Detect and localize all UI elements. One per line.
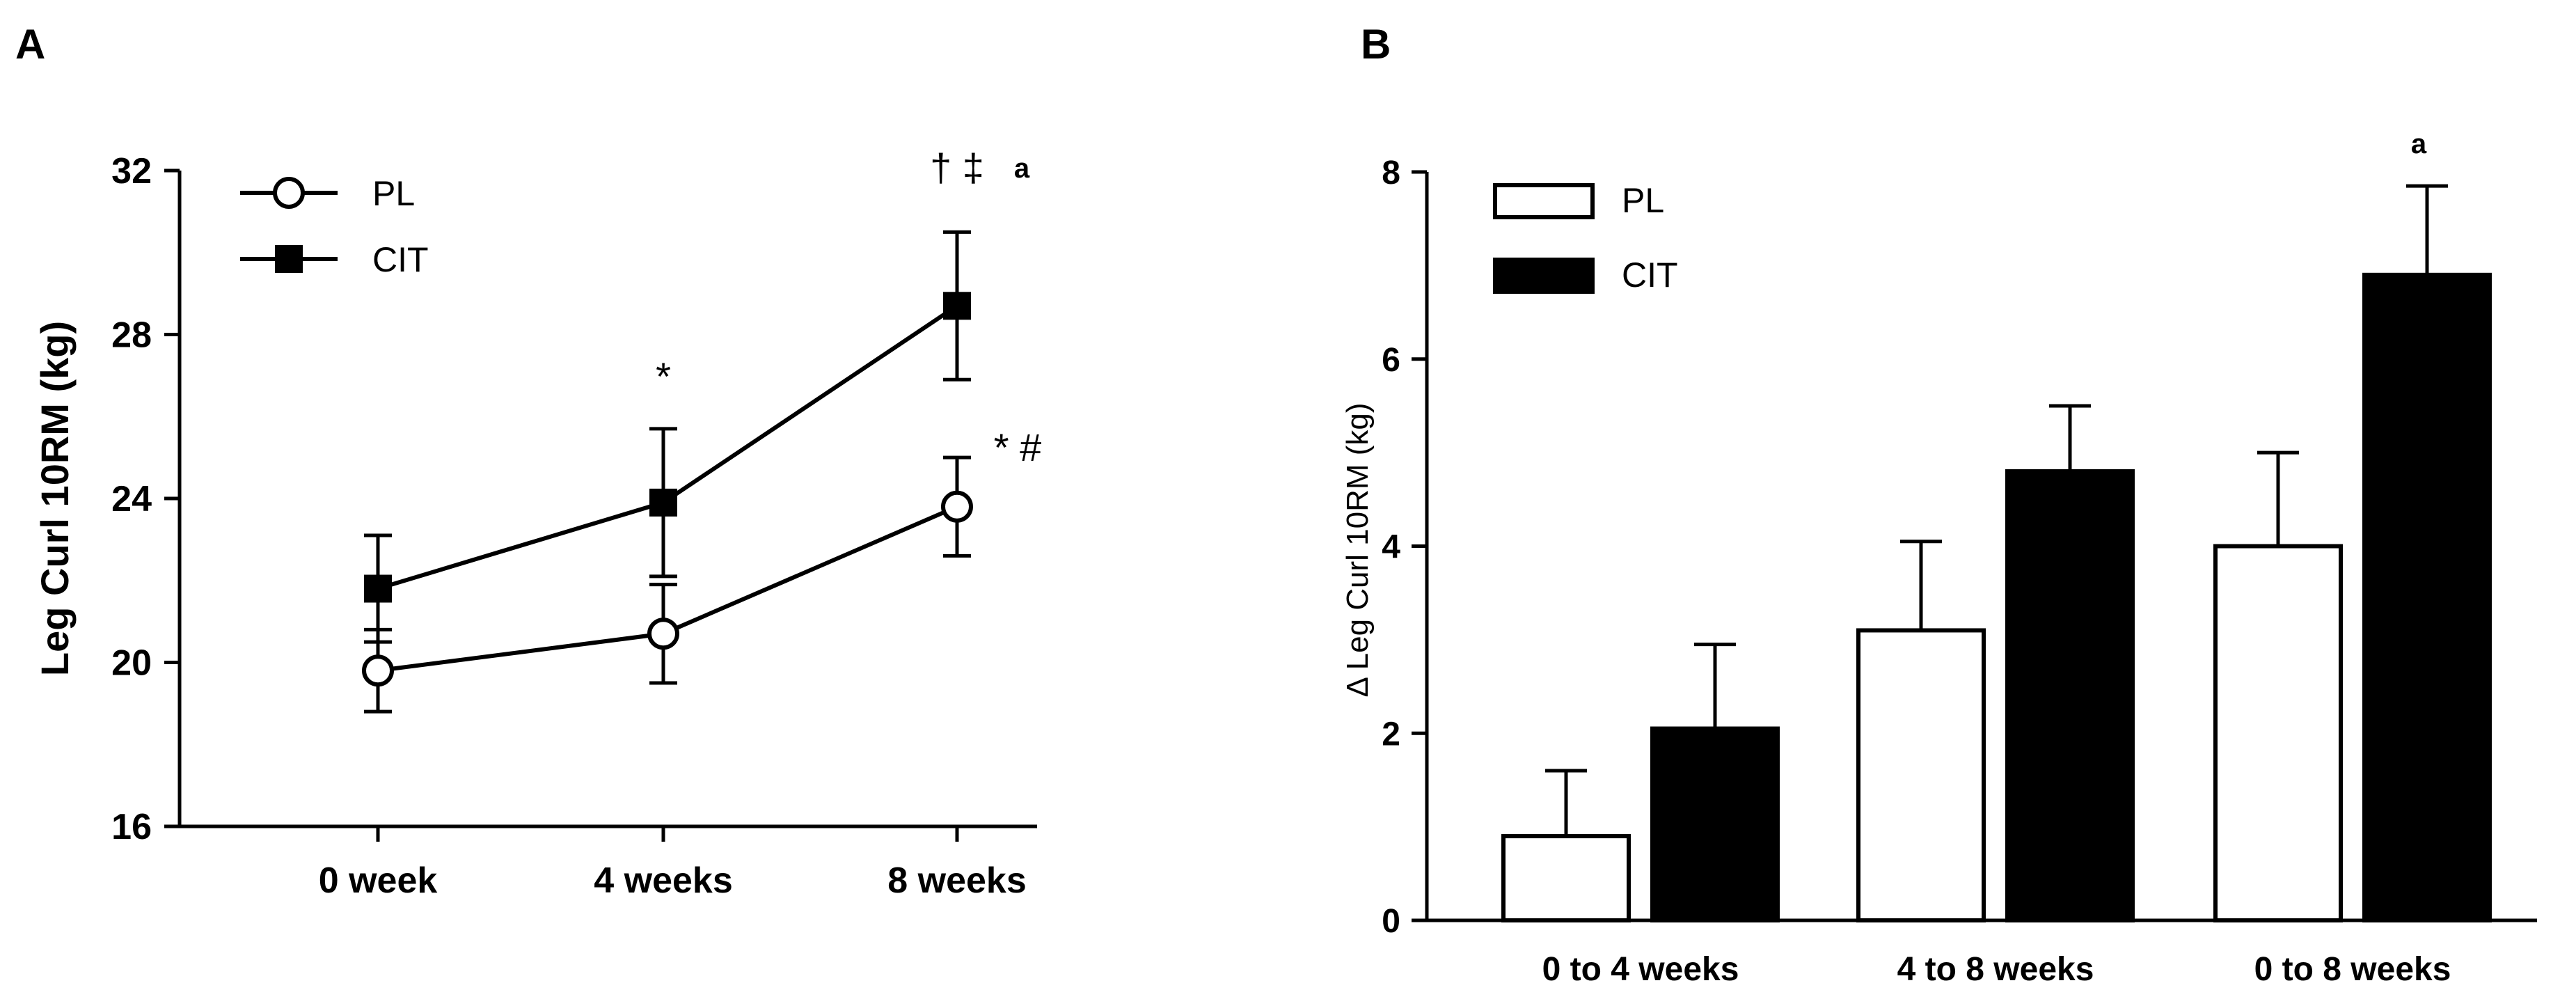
data-point-cit: [943, 292, 971, 320]
panel-a-y-ticks: 16 20 24 28 32: [111, 151, 180, 847]
panel-b-label: B: [1361, 21, 1391, 68]
legend-label-pl: PL: [1622, 181, 1664, 220]
panel-a-plot: Leg Curl 10RM (kg) 16 20 24 28 32 0 week 4 we…: [33, 146, 1041, 901]
annotation-label: a: [2411, 129, 2427, 159]
annotation-label: * #: [994, 425, 1042, 469]
data-point-cit: [649, 488, 677, 517]
y-tick-label: 20: [111, 643, 152, 684]
panel-a-y-label: Leg Curl 10RM (kg): [33, 321, 77, 676]
annotation-label: *: [656, 354, 671, 398]
bar-cit-0-to-8-weeks: [2362, 272, 2492, 922]
legend-swatch-pl: [1493, 183, 1595, 219]
panel-a-x-ticks: 0 week 4 weeks 8 weeks: [319, 826, 1027, 901]
annotation-label: † ‡: [930, 146, 984, 189]
legend-label-cit: CIT: [1622, 256, 1678, 294]
bar-pl-0-to-4-weeks: [1501, 834, 1631, 922]
y-tick-label: 8: [1382, 155, 1400, 191]
x-tick-label: 8 weeks: [887, 860, 1027, 901]
panel-a-label: A: [15, 21, 45, 68]
legend-label-cit: CIT: [372, 240, 429, 279]
panel-b-bars: [1501, 184, 2492, 922]
y-tick-label: 24: [111, 479, 152, 519]
legend-swatch-cit: [1493, 258, 1595, 294]
bar-pl-0-to-8-weeks: [2213, 544, 2343, 922]
y-tick-label: 0: [1382, 903, 1400, 940]
panel-a-annotations: * † ‡ a * #: [656, 146, 1041, 469]
legend-label-pl: PL: [372, 174, 415, 213]
panel-b-plot: Δ Leg Curl 10RM (kg) 0 2 4 6 8 0 to 4 weeks 4…: [1341, 129, 2537, 988]
annotation-label: a: [1014, 153, 1030, 184]
y-tick-label: 32: [111, 151, 152, 191]
bar-pl-4-to-8-weeks: [1856, 628, 1986, 922]
x-tick-label: 0 week: [319, 860, 438, 901]
y-tick-label: 28: [111, 315, 152, 356]
data-point-pl: [647, 618, 679, 650]
y-tick-label: 16: [111, 807, 152, 847]
panel-b-annotations: a: [2411, 129, 2427, 159]
bar-cit-4-to-8-weeks: [2005, 469, 2135, 922]
y-tick-label: 6: [1382, 342, 1400, 379]
data-point-cit: [364, 574, 392, 603]
panel-a-series: [362, 230, 973, 714]
y-tick-label: 4: [1382, 529, 1400, 566]
y-tick-label: 2: [1382, 716, 1400, 753]
data-point-pl: [941, 490, 973, 523]
panel-a-legend: PL CIT: [240, 174, 429, 279]
legend-marker-cit: [275, 245, 303, 273]
bar-cit-0-to-4-weeks: [1650, 726, 1780, 922]
x-tick-label: 4 to 8 weeks: [1897, 951, 2094, 988]
series-cit: [364, 230, 971, 644]
x-tick-label: 4 weeks: [594, 860, 733, 901]
panel-b-x-ticks: 0 to 4 weeks 4 to 8 weeks 0 to 8 weeks: [1542, 951, 2451, 988]
panel-b-y-ticks: 0 2 4 6 8: [1382, 155, 1427, 940]
panel-b-legend: PL CIT: [1493, 181, 1678, 294]
x-tick-label: 0 to 8 weeks: [2254, 951, 2451, 988]
legend-marker-pl: [273, 177, 305, 209]
data-point-pl: [362, 654, 394, 687]
panel-b-y-label: Δ Leg Curl 10RM (kg): [1341, 402, 1375, 697]
x-tick-label: 0 to 4 weeks: [1542, 951, 1739, 988]
